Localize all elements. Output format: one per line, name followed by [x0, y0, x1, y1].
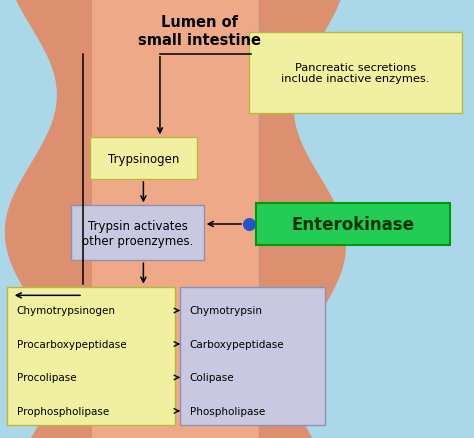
FancyBboxPatch shape [90, 138, 197, 180]
Text: Carboxypeptidase: Carboxypeptidase [190, 339, 284, 349]
Text: Prophospholipase: Prophospholipase [17, 406, 109, 416]
Text: Procarboxypeptidase: Procarboxypeptidase [17, 339, 126, 349]
Text: Trypsinogen: Trypsinogen [108, 152, 179, 165]
Polygon shape [258, 0, 346, 438]
FancyBboxPatch shape [180, 287, 325, 425]
Text: Chymotrypsin: Chymotrypsin [190, 306, 263, 316]
FancyBboxPatch shape [249, 33, 462, 114]
Text: Enterokinase: Enterokinase [292, 215, 415, 233]
FancyBboxPatch shape [7, 287, 175, 425]
Text: Procolipase: Procolipase [17, 373, 76, 382]
Polygon shape [5, 0, 92, 438]
FancyBboxPatch shape [256, 204, 450, 245]
FancyBboxPatch shape [92, 0, 258, 438]
Text: Chymotrypsinogen: Chymotrypsinogen [17, 306, 116, 316]
Point [245, 221, 253, 228]
Text: Pancreatic secretions
include inactive enzymes.: Pancreatic secretions include inactive e… [281, 63, 430, 84]
Text: Trypsin activates
other proenzymes.: Trypsin activates other proenzymes. [82, 219, 193, 247]
Text: Lumen of
small intestine: Lumen of small intestine [137, 15, 261, 48]
Text: Phospholipase: Phospholipase [190, 406, 265, 416]
Text: Colipase: Colipase [190, 373, 234, 382]
FancyBboxPatch shape [71, 206, 204, 261]
